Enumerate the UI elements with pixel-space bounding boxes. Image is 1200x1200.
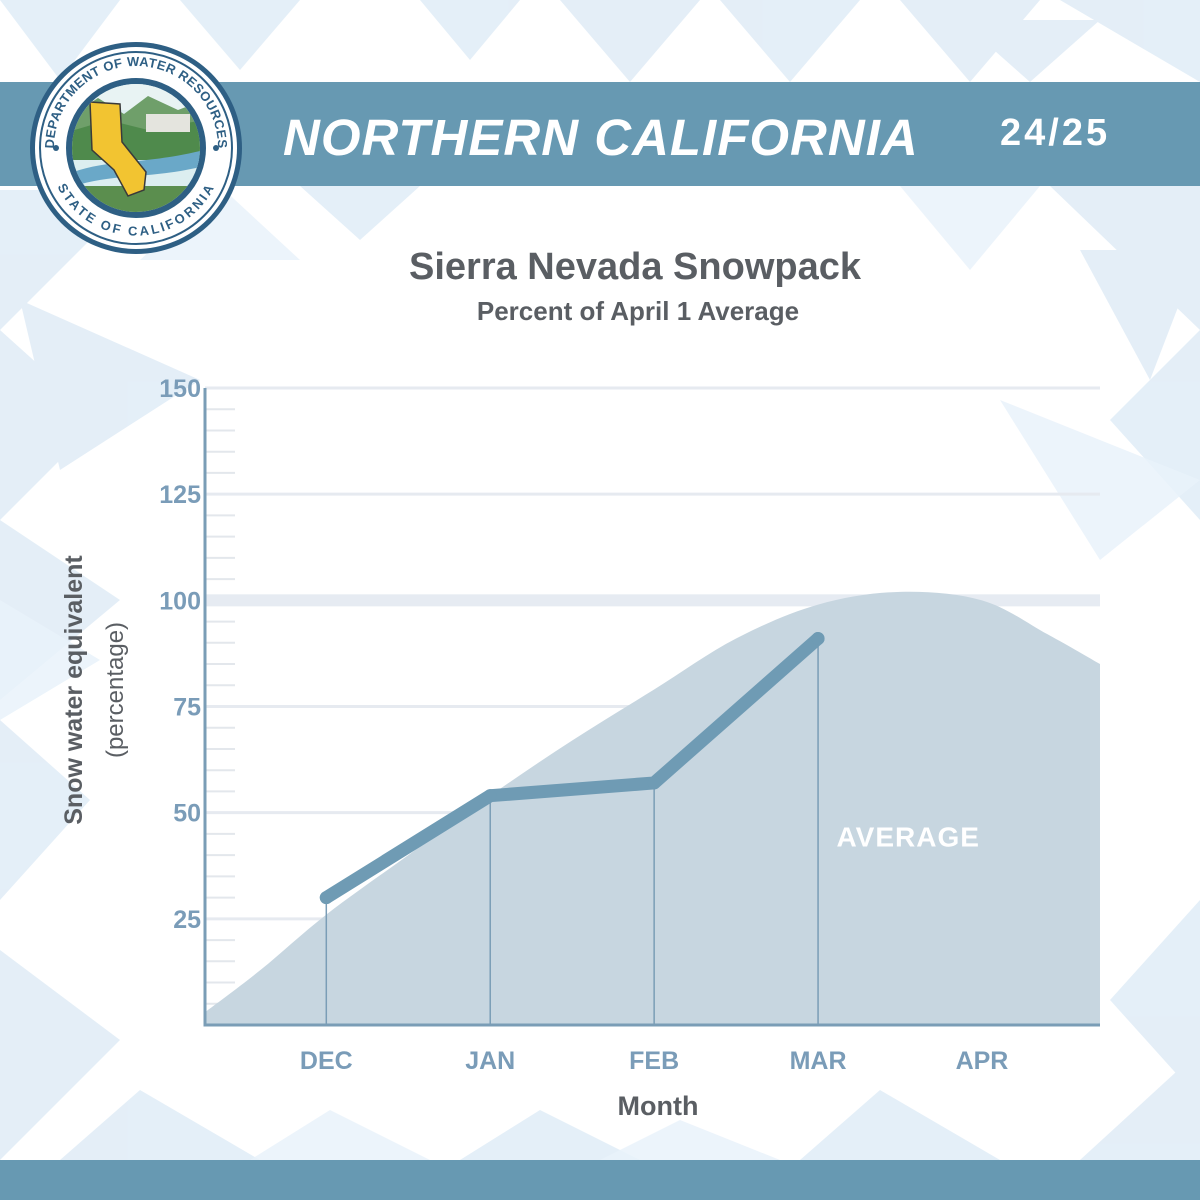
y-axis-subtitle: (percentage) — [102, 622, 129, 758]
drop-lines — [325, 638, 819, 1025]
y-tick-75: 75 — [173, 694, 201, 722]
point-dec — [319, 891, 333, 905]
footer-band — [0, 1160, 1200, 1200]
y-axis-title: Snow water equivalent — [60, 555, 88, 825]
average-label: AVERAGE — [837, 822, 980, 853]
y-tick-100: 100 — [159, 587, 201, 615]
x-axis-title: Month — [618, 1091, 699, 1121]
chart-title: Sierra Nevada Snowpack — [409, 246, 861, 288]
y-tick-150: 150 — [159, 375, 201, 403]
y-tick-50: 50 — [173, 800, 201, 828]
point-feb — [647, 776, 661, 790]
snowpack-line — [319, 632, 825, 905]
x-tick-mar: MAR — [790, 1047, 847, 1075]
point-mar — [811, 632, 825, 646]
average-area — [205, 591, 1100, 1025]
region-title: NORTHERN CALIFORNIA — [283, 109, 919, 166]
axes — [203, 388, 1100, 1027]
point-jan — [483, 789, 497, 803]
y-tick-125: 125 — [159, 481, 201, 509]
dwr-seal-logo: DEPARTMENT OF WATER RESOURCES STATE OF C… — [30, 42, 242, 254]
y-tick-25: 25 — [173, 906, 201, 934]
x-tick-feb: FEB — [629, 1047, 679, 1075]
season-label: 24/25 — [1000, 112, 1111, 154]
x-tick-dec: DEC — [300, 1047, 353, 1075]
average-area-layer: AVERAGE — [205, 591, 1100, 1025]
x-tick-apr: APR — [956, 1047, 1009, 1075]
chart-subtitle: Percent of April 1 Average — [476, 296, 800, 326]
x-tick-jan: JAN — [465, 1047, 515, 1075]
axis-labels: 25 50 75 100 125 150 DEC JAN FEB MAR APR Month Snow … — [60, 375, 1008, 1121]
series-layer — [319, 632, 825, 905]
